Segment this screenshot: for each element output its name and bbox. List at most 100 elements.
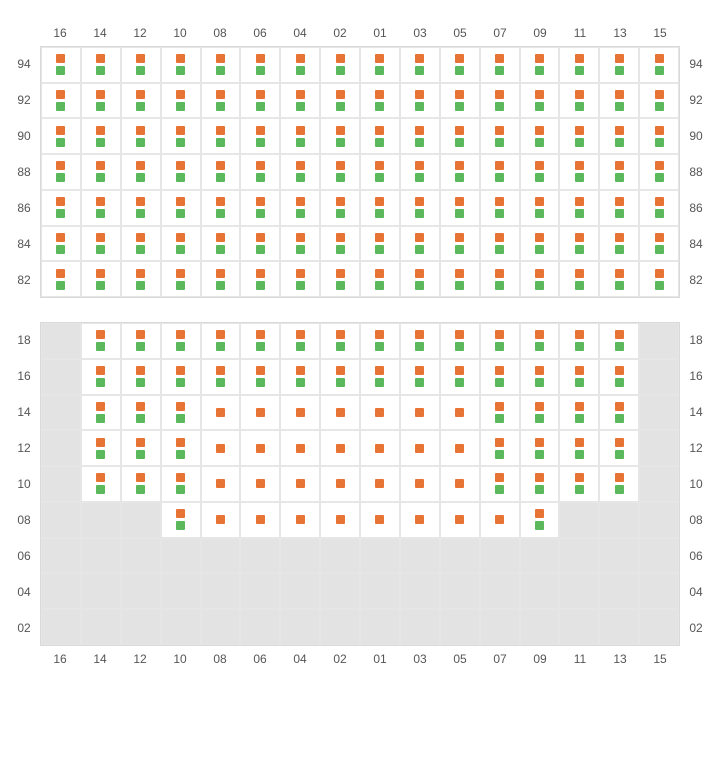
seat-cell [480,47,520,83]
marker-green [495,245,504,254]
marker-green [575,138,584,147]
seat-cell [121,83,161,119]
marker-orange [535,438,544,447]
column-label: 10 [160,646,200,672]
marker-green [455,281,464,290]
marker-orange [336,197,345,206]
marker-orange [375,197,384,206]
marker-green [615,209,624,218]
marker-orange [96,473,105,482]
seat-cell [201,395,241,431]
seat-cell [360,323,400,359]
seat-cell [639,609,679,645]
marker-orange [296,515,305,524]
marker-green [535,414,544,423]
seat-cell [320,359,360,395]
marker-green [336,378,345,387]
marker-green [495,414,504,423]
seat-cell [121,538,161,574]
marker-green [176,521,185,530]
seat-cell [599,609,639,645]
marker-green [296,209,305,218]
row-label: 08 [680,502,712,538]
seat-cell [201,118,241,154]
marker-orange [336,408,345,417]
seat-cell [599,261,639,297]
marker-green [575,378,584,387]
marker-orange [176,473,185,482]
seat-cell [599,323,639,359]
marker-green [336,209,345,218]
marker-green [535,450,544,459]
row-label: 16 [680,358,712,394]
marker-green [415,209,424,218]
marker-orange [415,54,424,63]
seat-cell [320,502,360,538]
marker-green [415,173,424,182]
marker-green [575,173,584,182]
marker-green [296,138,305,147]
seat-cell [559,430,599,466]
marker-orange [455,233,464,242]
marker-green [535,342,544,351]
lower-chart: 1816141210080604021816141210080604021614… [8,322,712,672]
seat-cell [240,359,280,395]
marker-orange [655,54,664,63]
marker-orange [575,402,584,411]
marker-orange [615,233,624,242]
column-label: 01 [360,646,400,672]
marker-green [176,102,185,111]
seat-cell [599,502,639,538]
seat-cell [201,430,241,466]
seat-cell [240,83,280,119]
marker-orange [136,161,145,170]
seat-cell [161,323,201,359]
row-label: 82 [680,262,712,298]
column-label: 07 [480,646,520,672]
seat-cell [480,323,520,359]
seat-cell [81,226,121,262]
marker-orange [455,54,464,63]
marker-green [136,102,145,111]
column-label: 04 [280,20,320,46]
marker-green [455,138,464,147]
marker-orange [216,444,225,453]
marker-orange [415,161,424,170]
marker-orange [455,269,464,278]
marker-green [216,173,225,182]
seat-cell [639,430,679,466]
seat-cell [480,430,520,466]
seat-cell [639,502,679,538]
column-labels-bottom: 16141210080604020103050709111315 [40,646,680,672]
marker-orange [575,330,584,339]
seat-cell [121,359,161,395]
seat-cell [639,573,679,609]
seat-cell [280,538,320,574]
seat-cell [41,359,81,395]
seat-cell [320,226,360,262]
seat-cell [81,609,121,645]
marker-green [575,342,584,351]
column-label: 16 [40,20,80,46]
marker-orange [415,90,424,99]
seat-cell [360,573,400,609]
marker-orange [375,126,384,135]
marker-orange [455,479,464,488]
marker-orange [415,366,424,375]
marker-orange [655,126,664,135]
seat-cell [440,395,480,431]
marker-green [336,66,345,75]
row-label: 92 [680,82,712,118]
marker-orange [455,408,464,417]
column-label: 12 [120,20,160,46]
seat-cell [81,190,121,226]
seat-cell [599,226,639,262]
marker-green [56,173,65,182]
row-label: 94 [680,46,712,82]
marker-green [136,342,145,351]
marker-green [495,66,504,75]
seat-cell [280,190,320,226]
seat-cell [480,609,520,645]
marker-orange [336,161,345,170]
marker-orange [575,197,584,206]
